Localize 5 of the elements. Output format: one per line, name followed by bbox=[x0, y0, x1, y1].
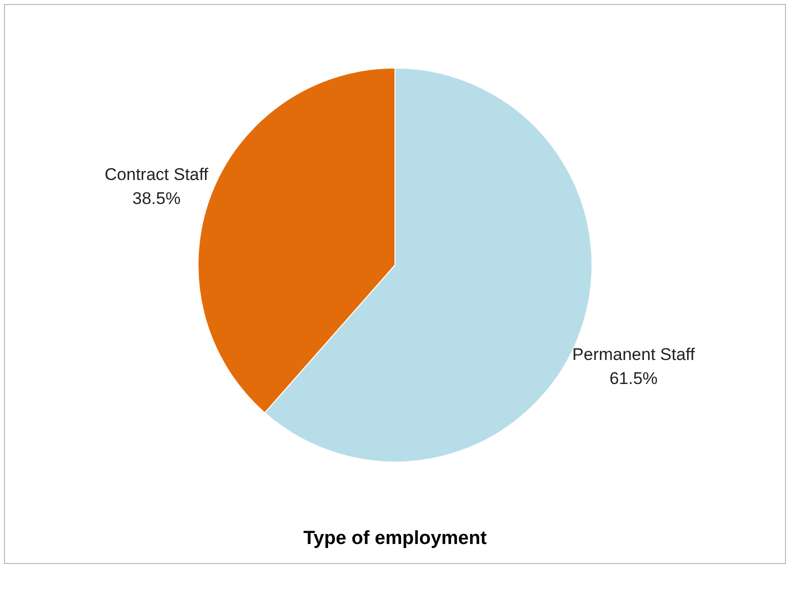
text: Type of employment bbox=[303, 528, 488, 549]
slice-label: Contract Staff bbox=[104, 164, 209, 184]
data-label: 61.5% bbox=[609, 369, 658, 388]
data-label: 38.5% bbox=[132, 188, 181, 208]
slice-label: Permanent Staff bbox=[572, 345, 696, 364]
